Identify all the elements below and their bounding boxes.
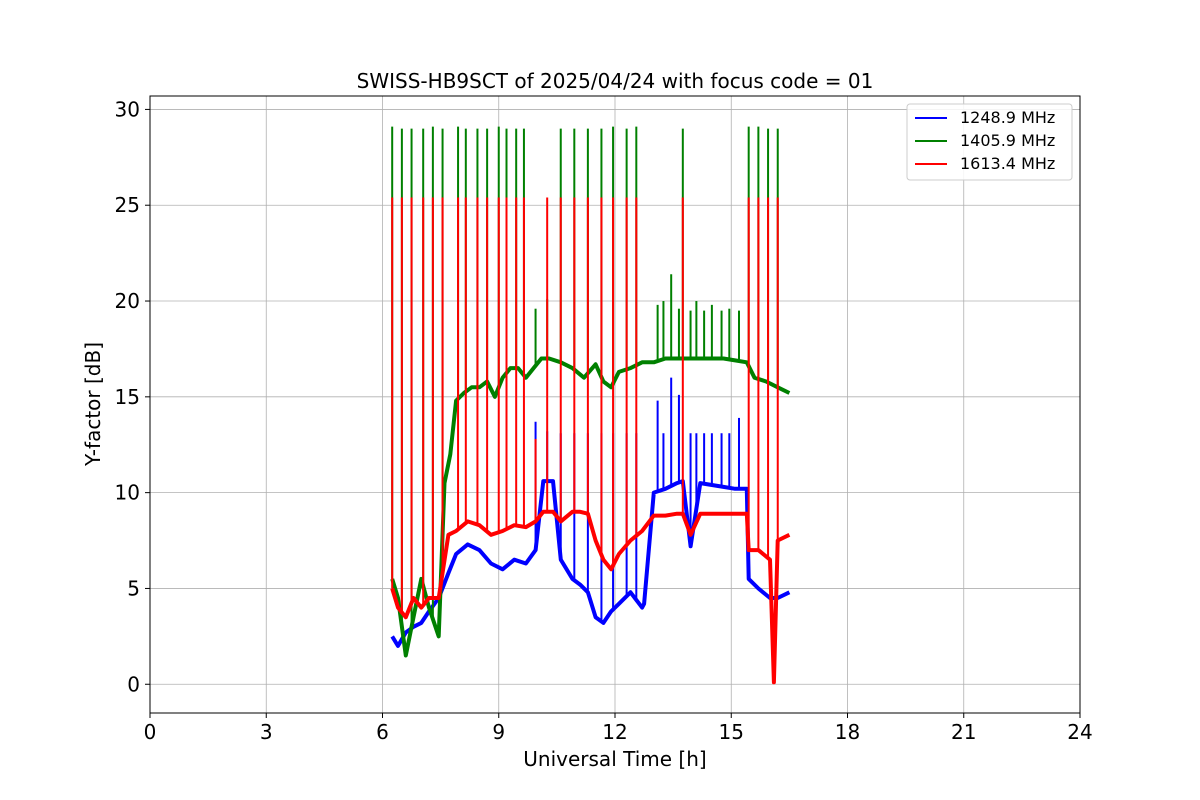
- x-tick-label: 12: [602, 720, 627, 744]
- y-tick-label: 0: [127, 672, 140, 696]
- chart-title: SWISS-HB9SCT of 2025/04/24 with focus co…: [357, 69, 874, 93]
- legend-label-1405: 1405.9 MHz: [960, 131, 1055, 150]
- y-tick-label: 25: [115, 193, 140, 217]
- y-axis-label: Y-factor [dB]: [81, 342, 105, 467]
- y-tick-label: 10: [115, 481, 140, 505]
- series-1613-4: [390, 197, 791, 685]
- y-axis-ticks: 0 5 10 15 20 25 30: [115, 97, 150, 696]
- y-tick-label: 15: [115, 385, 140, 409]
- series-line-1613-4: [390, 509, 791, 685]
- legend: 1248.9 MHz 1405.9 MHz 1613.4 MHz: [906, 103, 1073, 181]
- legend-label-1613: 1613.4 MHz: [960, 154, 1055, 173]
- x-axis-label: Universal Time [h]: [523, 747, 706, 771]
- x-tick-label: 6: [376, 720, 389, 744]
- x-tick-label: 21: [951, 720, 976, 744]
- legend-box: [906, 103, 1073, 181]
- plot-series: [390, 126, 791, 685]
- x-tick-label: 24: [1067, 720, 1092, 744]
- x-tick-label: 15: [719, 720, 744, 744]
- x-tick-label: 0: [144, 720, 157, 744]
- series-line-1248-9: [390, 479, 791, 648]
- legend-label-1248: 1248.9 MHz: [960, 108, 1055, 127]
- x-axis-ticks: 0 3 6 9 12 15 18 21 24: [144, 713, 1093, 744]
- x-tick-label: 18: [835, 720, 860, 744]
- y-tick-label: 20: [115, 289, 140, 313]
- x-tick-label: 3: [260, 720, 273, 744]
- y-tick-label: 30: [115, 97, 140, 121]
- series-line-1405-9: [390, 356, 791, 658]
- y-tick-label: 5: [127, 576, 140, 600]
- x-tick-label: 9: [492, 720, 505, 744]
